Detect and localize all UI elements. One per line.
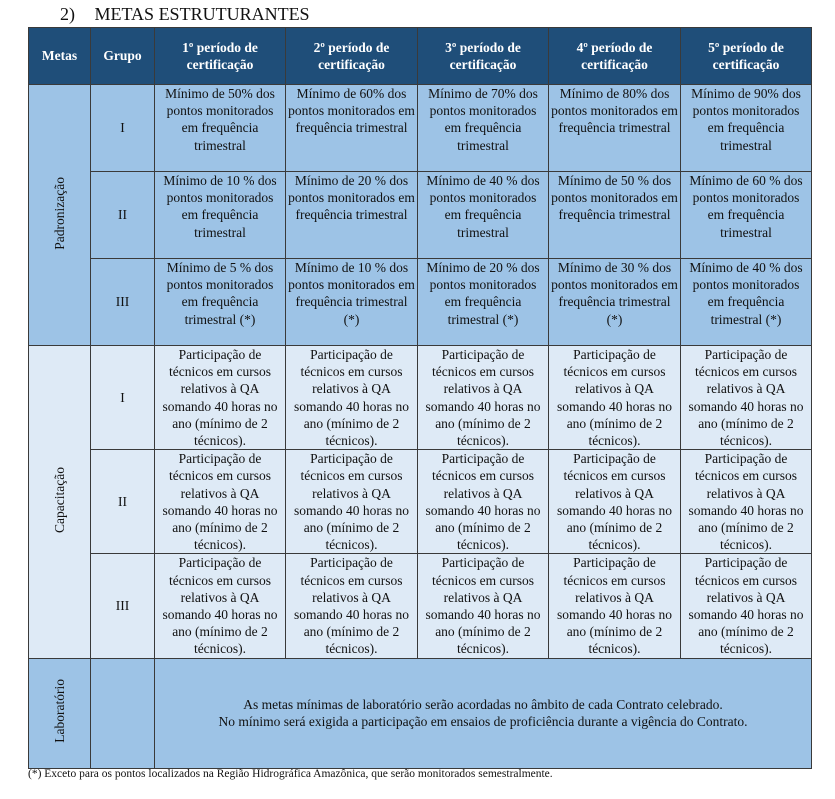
meta-value-cell: Participação de técnicos em cursos relat… — [680, 344, 812, 451]
header-periodo-3: 3º período de certificação — [417, 27, 549, 85]
grupo-cell: I — [90, 84, 155, 172]
header-periodo-2: 2º período de certificação — [285, 27, 418, 85]
metas-table: Metas Grupo 1º período de certificação 2… — [28, 27, 812, 769]
meta-value-cell: Participação de técnicos em cursos relat… — [417, 449, 549, 555]
meta-value-cell: Participação de técnicos em cursos relat… — [417, 553, 549, 659]
meta-value-cell: Mínimo de 10 % dos pontos monitorados em… — [285, 258, 418, 346]
meta-value-cell: Participação de técnicos em cursos relat… — [285, 344, 418, 451]
meta-value-cell: Mínimo de 90% dos pontos monitorados em … — [680, 84, 812, 172]
meta-value-cell: Mínimo de 50 % dos pontos monitorados em… — [548, 171, 681, 259]
grupo-cell: III — [90, 258, 155, 346]
meta-value-cell: Participação de técnicos em cursos relat… — [680, 449, 812, 555]
header-periodo-1: 1º período de certificação — [154, 27, 286, 85]
grupo-cell: III — [90, 553, 155, 659]
table-row: II Mínimo de 10 % dos pontos monitorados … — [29, 171, 812, 259]
laboratorio-text: As metas mínimas de laboratório serão ac… — [154, 657, 812, 769]
table-row: II Participação de técnicos em cursos rel… — [29, 449, 812, 555]
meta-value-cell: Mínimo de 30 % dos pontos monitorados em… — [548, 258, 681, 346]
section-title-text: METAS ESTRUTURANTES — [94, 4, 310, 24]
header-periodo-4: 4º período de certificação — [548, 27, 681, 85]
meta-value-cell: Mínimo de 70% dos pontos monitorados em … — [417, 84, 549, 172]
meta-cell: Capacitação — [28, 345, 91, 659]
meta-value-cell: Mínimo de 60% dos pontos monitorados em … — [285, 84, 418, 172]
meta-cell: Padronização — [28, 84, 91, 346]
meta-value-cell: Participação de técnicos em cursos relat… — [285, 449, 418, 555]
table-row: III Participação de técnicos em cursos re… — [29, 553, 812, 659]
table-header-row: Metas Grupo 1º período de certificação 2… — [28, 27, 812, 85]
grupo-cell: II — [90, 171, 155, 259]
meta-value-cell: Mínimo de 40 % dos pontos monitorados em… — [417, 171, 549, 259]
meta-label: Laboratório — [51, 679, 67, 743]
meta-value-cell: Participação de técnicos em cursos relat… — [548, 449, 681, 555]
laboratorio-line-2: No mínimo será exigida a participação em… — [218, 714, 748, 730]
meta-value-cell: Mínimo de 10 % dos pontos monitorados em… — [154, 171, 286, 259]
meta-label: Capacitação — [51, 466, 67, 533]
header-metas: Metas — [28, 27, 91, 85]
grupo-cell: I — [90, 344, 155, 451]
meta-value-cell: Participação de técnicos em cursos relat… — [285, 553, 418, 659]
meta-value-cell: Participação de técnicos em cursos relat… — [154, 553, 286, 659]
grupo-cell: II — [90, 449, 155, 555]
meta-value-cell: Mínimo de 40 % dos pontos monitorados em… — [680, 258, 812, 346]
meta-label: Padronização — [51, 176, 67, 250]
header-periodo-5: 5º período de certificação — [680, 27, 812, 85]
meta-value-cell: Mínimo de 20 % dos pontos monitorados em… — [285, 171, 418, 259]
meta-value-cell: Participação de técnicos em cursos relat… — [548, 344, 681, 451]
meta-value-cell: Participação de técnicos em cursos relat… — [154, 449, 286, 555]
meta-value-cell: Mínimo de 5 % dos pontos monitorados em … — [154, 258, 286, 346]
meta-value-cell: Participação de técnicos em cursos relat… — [680, 553, 812, 659]
table-row: Capacitação I Participação de técnicos em … — [28, 344, 812, 659]
table-row: Padronização I Mínimo de 50% dos pontos mo… — [28, 84, 812, 346]
section-title: 2) METAS ESTRUTURANTES — [60, 4, 310, 25]
meta-value-cell: Mínimo de 60 % dos pontos monitorados em… — [680, 171, 812, 259]
meta-value-cell: Participação de técnicos em cursos relat… — [548, 553, 681, 659]
meta-value-cell: Mínimo de 20 % dos pontos monitorados em… — [417, 258, 549, 346]
footnote: (*) Exceto para os pontos localizados na… — [28, 768, 553, 780]
laboratorio-line-1: As metas mínimas de laboratório serão ac… — [243, 696, 723, 712]
meta-value-cell: Participação de técnicos em cursos relat… — [154, 344, 286, 451]
header-grupo: Grupo — [90, 27, 155, 85]
meta-value-cell: Participação de técnicos em cursos relat… — [417, 344, 549, 451]
meta-laboratorio: Laboratório — [28, 657, 91, 769]
meta-value-cell: Mínimo de 50% dos pontos monitorados em … — [154, 84, 286, 172]
table-row: III Mínimo de 5 % dos pontos monitorados … — [29, 258, 812, 346]
grupo-cell-empty — [90, 657, 155, 769]
section-number: 2) — [60, 4, 75, 24]
meta-value-cell: Mínimo de 80% dos pontos monitorados em … — [548, 84, 681, 172]
table-row-laboratorio: Laboratório As metas mínimas de laborató… — [28, 657, 812, 769]
